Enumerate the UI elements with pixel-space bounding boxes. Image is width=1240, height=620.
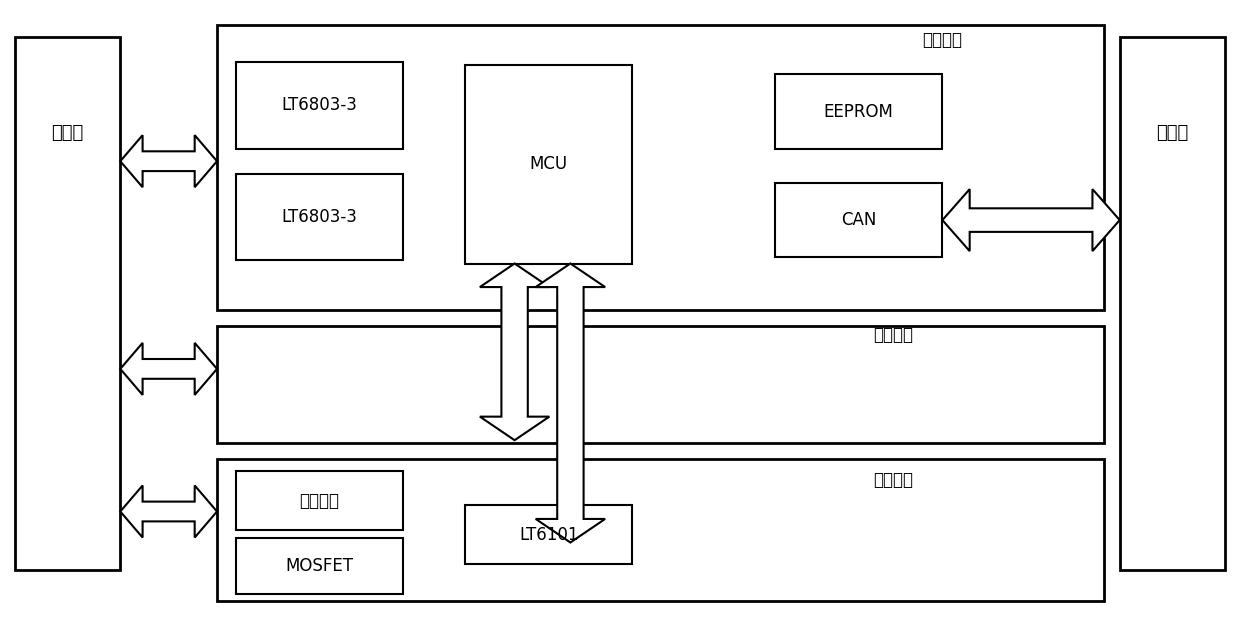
Text: CAN: CAN [841, 211, 877, 229]
Polygon shape [536, 264, 605, 542]
Bar [465, 65, 632, 264]
Polygon shape [120, 135, 217, 187]
Bar [217, 459, 1104, 601]
Text: 检流电阵: 检流电阵 [299, 492, 340, 510]
Bar [236, 174, 403, 260]
Bar [15, 37, 120, 570]
Text: LT6803-3: LT6803-3 [281, 96, 357, 115]
Polygon shape [120, 343, 217, 395]
Text: LT6101: LT6101 [520, 526, 578, 544]
Polygon shape [120, 485, 217, 538]
Bar [236, 538, 403, 594]
Bar [775, 183, 942, 257]
Text: EEPROM: EEPROM [823, 102, 894, 121]
Polygon shape [942, 189, 1120, 251]
Bar [217, 25, 1104, 310]
Bar [217, 326, 1104, 443]
Text: 充电器: 充电器 [1156, 124, 1189, 142]
Bar [236, 62, 403, 149]
Bar [1120, 37, 1225, 570]
Text: MCU: MCU [529, 155, 568, 174]
Text: 均衡模块: 均衡模块 [873, 326, 913, 344]
Bar [775, 74, 942, 149]
Polygon shape [480, 264, 549, 440]
Text: 功率回路: 功率回路 [873, 471, 913, 490]
Bar [465, 505, 632, 564]
Text: LT6803-3: LT6803-3 [281, 208, 357, 226]
Text: 电池组: 电池组 [51, 124, 84, 142]
Text: MOSFET: MOSFET [285, 557, 353, 575]
Text: 采样控制: 采样控制 [923, 31, 962, 50]
Bar [236, 471, 403, 530]
